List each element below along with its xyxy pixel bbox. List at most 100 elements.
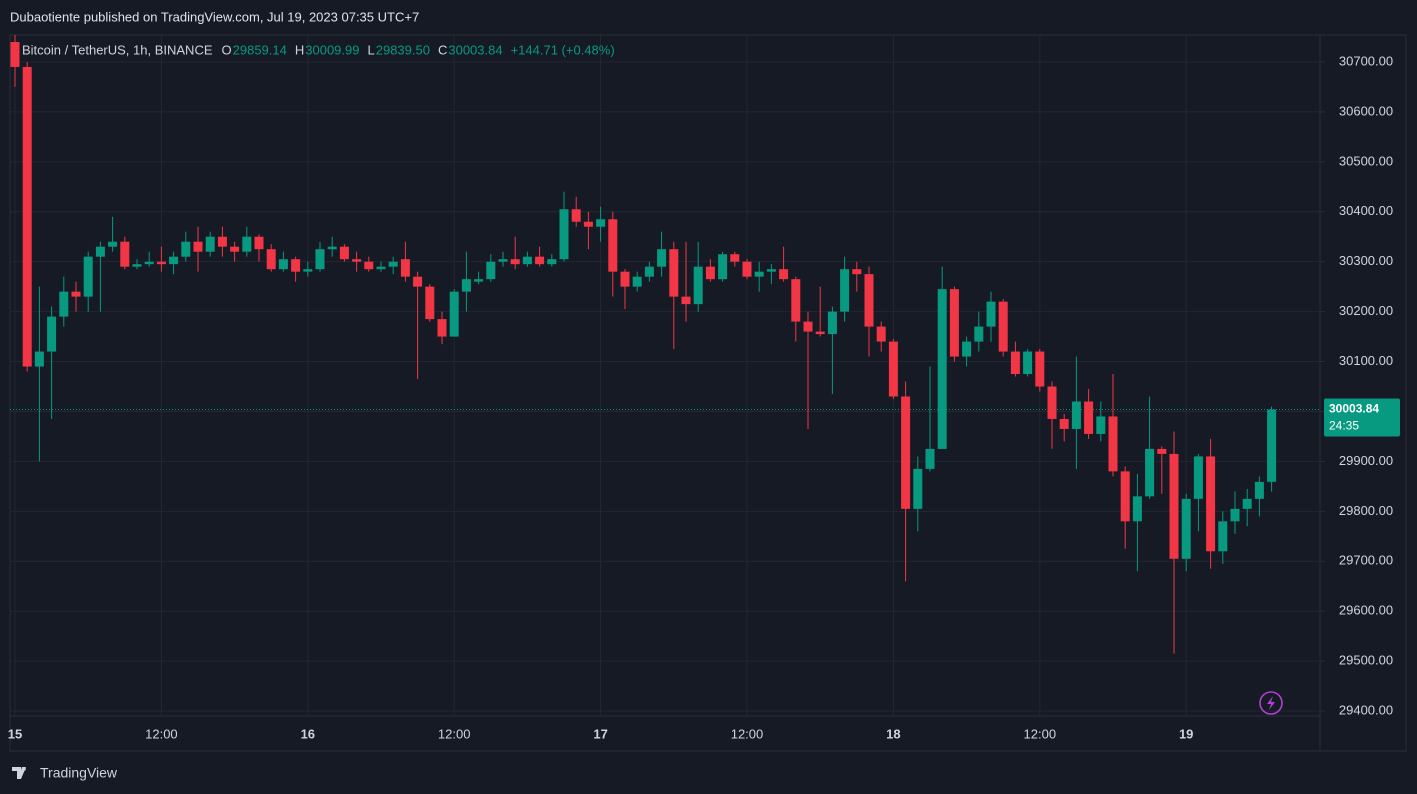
candle-body (303, 269, 313, 272)
candle-body (913, 468, 923, 509)
candle-body (669, 249, 679, 297)
y-tick-label: 30700.00 (1339, 53, 1393, 68)
candle-body (278, 259, 288, 270)
candle-body (596, 219, 606, 227)
candle-body (742, 261, 752, 277)
candle-body (632, 276, 642, 287)
candle-body (949, 289, 959, 357)
candle-body (1193, 456, 1203, 499)
candle-body (474, 279, 484, 282)
candle-body (83, 256, 93, 297)
candle-body (657, 249, 667, 267)
candle-body (242, 236, 252, 252)
candle-body (1096, 416, 1106, 434)
candle-body (535, 256, 545, 265)
chart-frame (9, 34, 1407, 752)
y-tick-label: 30400.00 (1339, 203, 1393, 218)
candle-body (156, 261, 166, 265)
legend-value: 30003.84 (448, 42, 502, 57)
legend-symbol: Bitcoin / TetherUS, 1h, BINANCE (22, 42, 213, 57)
candle-body (718, 254, 728, 280)
candle-body (205, 236, 215, 252)
candle-body (815, 331, 825, 335)
candle-body (413, 276, 423, 287)
candle-body (388, 261, 398, 267)
published-line: Dubaotiente published on TradingView.com… (10, 9, 419, 24)
lightning-bolt (1267, 696, 1275, 710)
candle-body (437, 319, 447, 337)
x-tick-label: 15 (8, 726, 22, 741)
candle-body (1267, 409, 1277, 482)
candle-body (34, 351, 44, 367)
brand: TradingView (40, 765, 118, 781)
candle-body (339, 246, 349, 260)
lightning-icon[interactable] (1259, 691, 1283, 715)
logo (12, 767, 26, 779)
candle-body (1035, 351, 1045, 387)
candle-body (1108, 416, 1118, 472)
candle-body (449, 291, 459, 337)
candle-body (1181, 498, 1191, 559)
candle-body (852, 269, 862, 275)
last-price-label: 30003.84 (1329, 402, 1379, 416)
legend-change: +144.71 (+0.48%) (511, 42, 615, 57)
candle-body (1120, 471, 1130, 522)
candle-body (95, 246, 105, 257)
candle-body (876, 326, 886, 342)
legend-key: L (368, 42, 375, 57)
candle-body (1010, 351, 1020, 375)
candle-body (327, 246, 337, 250)
y-tick-label: 29700.00 (1339, 553, 1393, 568)
candle-body (559, 209, 569, 260)
y-tick-label: 30100.00 (1339, 353, 1393, 368)
candle-body (1071, 401, 1081, 429)
candle-body (1047, 386, 1057, 419)
candle-body (998, 301, 1008, 352)
candle-body (522, 256, 532, 265)
x-tick-label: 12:00 (731, 726, 764, 741)
candle-body (1059, 418, 1069, 429)
candle-body (425, 286, 435, 320)
candle-body (840, 269, 850, 312)
candle-body (547, 259, 557, 265)
candle-body (108, 241, 118, 247)
candle-body (181, 241, 191, 257)
y-tick-label: 29800.00 (1339, 503, 1393, 518)
candle-body (217, 236, 227, 247)
candle-body (230, 246, 240, 252)
candle-body (705, 266, 715, 280)
candle-body (376, 266, 386, 270)
candle-body (315, 249, 325, 270)
legend: O 29859.14 H 30009.99 L 29839.50 C 30003.84 +144… (222, 42, 615, 57)
candle-body (644, 266, 654, 277)
countdown: 24:35 (1329, 419, 1359, 433)
candle-body (254, 236, 264, 250)
candle-body (974, 326, 984, 342)
x-tick-label: 17 (593, 726, 607, 741)
y-tick-label: 30500.00 (1339, 153, 1393, 168)
candle-body (1218, 521, 1228, 552)
axes: 29400.00 29500.00 29600.00 29700.00 29800.00… (8, 53, 1400, 741)
candle-body (608, 219, 618, 272)
x-tick-label: 16 (301, 726, 315, 741)
y-tick-label: 30600.00 (1339, 103, 1393, 118)
y-tick-label: 29400.00 (1339, 702, 1393, 717)
legend-value: 30009.99 (305, 42, 359, 57)
candle-body (864, 274, 874, 327)
x-tick-label: 19 (1179, 726, 1193, 741)
candle-body (10, 41, 20, 67)
candle-body (681, 296, 691, 305)
candle-body (620, 271, 630, 287)
x-tick-label: 12:00 (1024, 726, 1057, 741)
last-price-tag (1324, 398, 1400, 437)
candle-body (1242, 498, 1252, 509)
candle-body (1023, 351, 1033, 375)
candle-body (498, 259, 508, 262)
legend-value: 29839.50 (376, 42, 430, 57)
candle-body (364, 261, 374, 270)
candle-body (986, 301, 996, 327)
candle-body (1157, 448, 1167, 454)
candle-body (132, 264, 142, 267)
